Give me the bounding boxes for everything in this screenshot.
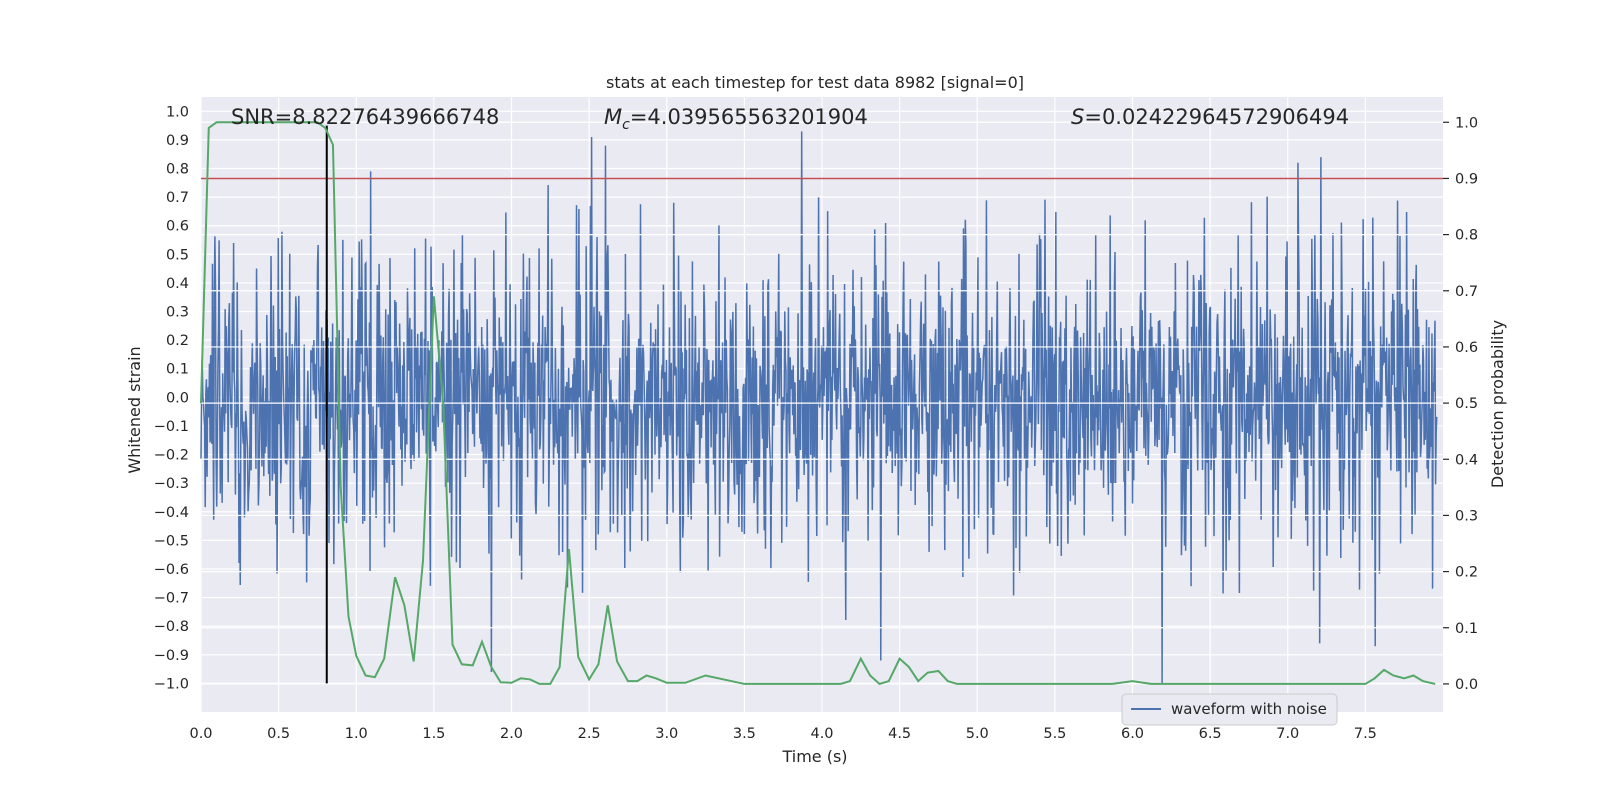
legend-box: [1121, 693, 1338, 726]
x-tick-label: 0.0: [189, 726, 212, 742]
y-left-tick-label: −0.3: [154, 476, 189, 492]
y-right-tick-label: 0.6: [1455, 340, 1478, 356]
y-left-tick-label: 0.7: [166, 190, 189, 206]
reference-lines: [201, 125, 1443, 684]
y-left-tick-label: −0.1: [154, 419, 189, 435]
mc-subscript: c: [622, 117, 630, 133]
y-right-tick-label: 0.9: [1455, 171, 1478, 187]
x-tick-label: 2.5: [578, 726, 601, 742]
y-left-axis-ticks: 1.0 0.9 0.8 0.7 0.6 0.5 0.4 0.3 0.2 0.1 0.0 −0.1 −0.…: [154, 104, 189, 692]
y-right-tick-label: 1.0: [1455, 115, 1478, 131]
snr-annotation: SNR=8.82276439666748: [231, 105, 499, 129]
x-tick-label: 1.0: [345, 726, 368, 742]
mc-symbol: M: [604, 105, 622, 129]
legend: waveform with noise: [1121, 693, 1338, 726]
x-tick-label: 3.0: [655, 726, 678, 742]
y-right-tick-label: 0.2: [1455, 565, 1478, 581]
x-tick-label: 5.5: [1043, 726, 1066, 742]
s-value: =0.02422964572906494: [1084, 105, 1349, 129]
x-axis-label: Time (s): [781, 747, 847, 766]
y-right-tick-label: 0.8: [1455, 228, 1478, 244]
y-right-tick-label: 0.4: [1455, 452, 1478, 468]
x-tick-label: 7.0: [1276, 726, 1299, 742]
y-left-tick-label: 0.3: [166, 305, 189, 321]
x-tick-label: 7.5: [1354, 726, 1377, 742]
y-left-tick-label: 0.9: [166, 133, 189, 149]
y-left-tick-label: −1.0: [154, 676, 189, 692]
y-left-tick-label: 0.0: [166, 390, 189, 406]
waveform-path: [200, 131, 1438, 684]
chirp-mass-annotation: Mc=4.039565563201904: [604, 105, 868, 133]
y-right-tick-label: 0.0: [1455, 677, 1478, 693]
x-tick-label: 2.0: [500, 726, 523, 742]
s-annotation: S=0.02422964572906494: [1071, 105, 1349, 129]
x-tick-label: 6.5: [1199, 726, 1222, 742]
y-left-tick-label: −0.7: [154, 591, 189, 607]
y-right-axis-label: Detection probability: [1488, 320, 1507, 488]
y-left-tick-label: 0.1: [166, 362, 189, 378]
y-left-tick-label: 0.6: [166, 219, 189, 235]
x-tick-label: 3.5: [733, 726, 756, 742]
legend-label: waveform with noise: [1171, 700, 1327, 718]
y-left-tick-label: −0.5: [154, 533, 189, 549]
x-tick-label: 4.0: [810, 726, 833, 742]
x-tick-label: 1.5: [422, 726, 445, 742]
y-left-tick-label: 0.2: [166, 333, 189, 349]
y-right-axis-ticks: 1.0 0.9 0.8 0.7 0.6 0.5 0.4 0.3 0.2 0.1 0.0: [1443, 115, 1478, 693]
x-tick-label: 0.5: [267, 726, 290, 742]
probability-line: [200, 121, 1436, 686]
x-tick-label: 6.0: [1121, 726, 1144, 742]
y-left-tick-label: −0.8: [154, 619, 189, 635]
y-left-tick-label: 0.5: [166, 247, 189, 263]
y-left-tick-label: 0.4: [166, 276, 189, 292]
waveform-series: [200, 131, 1438, 684]
x-axis-ticks: 0.0 0.5 1.0 1.5 2.0 2.5 3.0 3.5 4.0 4.5 5.0 5.5 6.0 6…: [189, 726, 1376, 742]
y-left-tick-label: −0.4: [154, 505, 189, 521]
chart-title: stats at each timestep for test data 898…: [606, 73, 1024, 92]
y-right-tick-label: 0.1: [1455, 621, 1478, 637]
y-left-axis-label: Whitened strain: [125, 346, 144, 473]
y-left-tick-label: −0.9: [154, 648, 189, 664]
y-left-tick-label: −0.2: [154, 448, 189, 464]
y-left-tick-label: 0.8: [166, 162, 189, 178]
y-left-tick-label: 1.0: [166, 104, 189, 120]
y-right-tick-label: 0.3: [1455, 508, 1478, 524]
x-tick-label: 4.5: [888, 726, 911, 742]
y-right-tick-label: 0.7: [1455, 284, 1478, 300]
y-left-tick-label: −0.6: [154, 562, 189, 578]
y-right-tick-label: 0.5: [1455, 396, 1478, 412]
x-tick-label: 5.0: [966, 726, 989, 742]
s-symbol: S: [1071, 105, 1084, 129]
mc-value: =4.039565563201904: [630, 105, 868, 129]
